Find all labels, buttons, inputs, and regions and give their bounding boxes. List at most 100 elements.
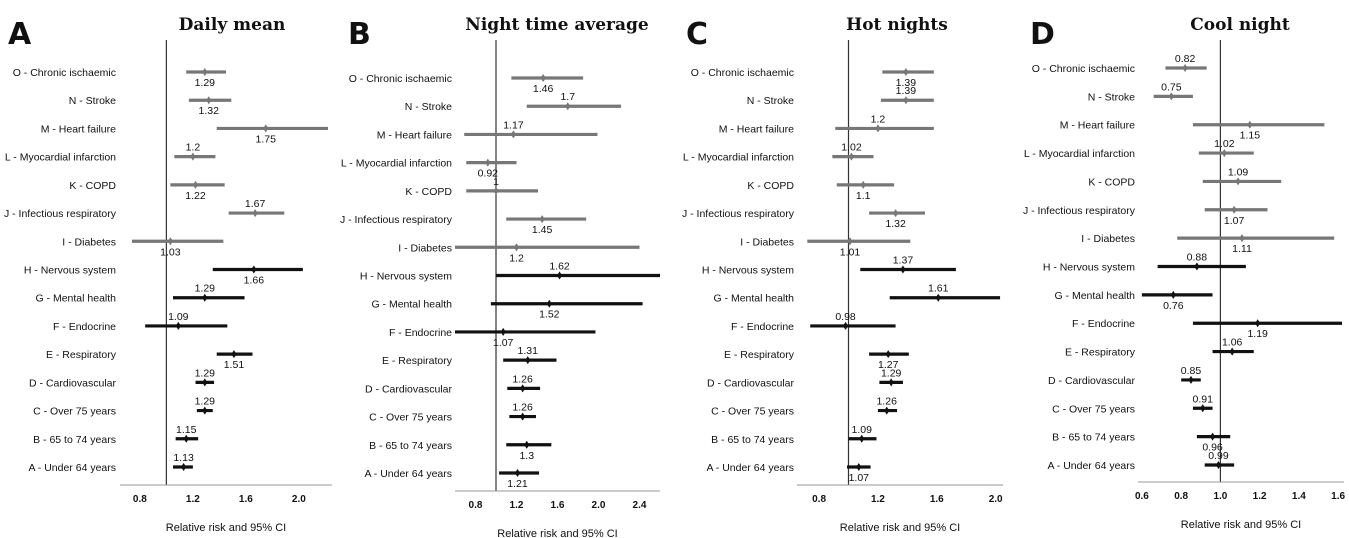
point-estimate-marker bbox=[192, 180, 199, 189]
point-estimate-marker bbox=[903, 68, 909, 76]
point-estimate-marker bbox=[1168, 92, 1174, 101]
point-estimate-marker bbox=[1182, 64, 1188, 72]
value-label: 1.17 bbox=[503, 119, 524, 131]
category-label: E - Respiratory bbox=[46, 349, 117, 361]
panel-letter: A bbox=[8, 17, 32, 52]
panel-title: Night time average bbox=[465, 15, 649, 35]
x-tick-label: 1.0 bbox=[1213, 491, 1227, 502]
category-label: N - Stroke bbox=[69, 95, 116, 107]
value-label: 0.92 bbox=[478, 168, 499, 180]
point-estimate-marker bbox=[539, 215, 545, 224]
point-estimate-marker bbox=[520, 384, 526, 393]
value-label: 1.7 bbox=[560, 91, 575, 103]
panel-letter: B bbox=[348, 17, 371, 52]
category-label: M - Heart failure bbox=[719, 123, 794, 135]
value-label: 0.76 bbox=[1163, 300, 1184, 312]
point-estimate-marker bbox=[500, 327, 506, 336]
value-label: 1.29 bbox=[195, 283, 216, 295]
point-estimate-marker bbox=[1221, 149, 1227, 158]
point-estimate-marker bbox=[190, 152, 196, 161]
category-label: G - Mental health bbox=[35, 293, 116, 305]
category-label: I - Diabetes bbox=[398, 242, 452, 254]
x-tick-label: 0.6 bbox=[1135, 491, 1149, 502]
category-label: E - Respiratory bbox=[1065, 347, 1136, 359]
value-label: 1.15 bbox=[176, 424, 197, 436]
category-label: D - Cardiovascular bbox=[707, 377, 794, 389]
point-estimate-marker bbox=[493, 186, 499, 195]
category-label: M - Heart failure bbox=[1060, 120, 1135, 132]
point-estimate-marker bbox=[524, 440, 530, 449]
x-tick-label: 0.8 bbox=[812, 494, 826, 505]
point-estimate-marker bbox=[1170, 290, 1176, 299]
value-label: 0.75 bbox=[1161, 81, 1182, 93]
x-tick-label: 1.6 bbox=[930, 494, 944, 505]
point-estimate-marker bbox=[565, 102, 571, 111]
value-label: 1.51 bbox=[224, 359, 245, 371]
point-estimate-marker bbox=[848, 152, 855, 161]
panel-letter: C bbox=[686, 17, 708, 52]
x-tick-label: 0.8 bbox=[469, 500, 483, 511]
value-label: 1.09 bbox=[1228, 166, 1249, 178]
category-label: F - Endocrine bbox=[1072, 318, 1135, 330]
point-estimate-marker bbox=[510, 130, 517, 139]
point-estimate-marker bbox=[1194, 262, 1200, 271]
category-label: L - Myocardial infarction bbox=[683, 152, 794, 164]
point-estimate-marker bbox=[231, 350, 237, 359]
category-label: I - Diabetes bbox=[740, 236, 794, 248]
category-label: C - Over 75 years bbox=[1052, 403, 1135, 415]
category-label: H - Nervous system bbox=[1043, 262, 1135, 274]
value-label: 1.09 bbox=[168, 311, 189, 323]
category-label: F - Endocrine bbox=[731, 321, 794, 333]
value-label: 1.66 bbox=[244, 275, 265, 287]
value-label: 1.06 bbox=[1222, 337, 1243, 349]
x-axis-title: Relative risk and 95% CI bbox=[840, 522, 960, 534]
point-estimate-marker bbox=[252, 209, 258, 218]
point-estimate-marker bbox=[556, 271, 563, 280]
panel-letter: D bbox=[1030, 17, 1055, 52]
value-label: 1.07 bbox=[849, 472, 870, 484]
value-label: 1.03 bbox=[160, 246, 181, 258]
value-label: 0.82 bbox=[1175, 53, 1196, 65]
point-estimate-marker bbox=[202, 293, 208, 302]
value-label: 0.85 bbox=[1181, 365, 1202, 377]
value-label: 1.61 bbox=[928, 283, 949, 295]
point-estimate-marker bbox=[202, 406, 208, 415]
value-label: 0.96 bbox=[1202, 442, 1223, 454]
value-label: 1.13 bbox=[173, 452, 194, 464]
value-label: 1.62 bbox=[549, 261, 570, 273]
point-estimate-marker bbox=[514, 469, 521, 477]
category-label: K - COPD bbox=[405, 186, 452, 198]
category-label: D - Cardiovascular bbox=[365, 383, 452, 395]
x-tick-label: 2.0 bbox=[292, 494, 306, 505]
value-label: 1.27 bbox=[878, 359, 899, 371]
x-tick-label: 0.8 bbox=[1174, 491, 1188, 502]
x-axis-title: Relative risk and 95% CI bbox=[497, 528, 617, 538]
point-estimate-marker bbox=[263, 124, 269, 133]
point-estimate-marker bbox=[251, 265, 257, 274]
panel-title: Daily mean bbox=[179, 15, 286, 35]
value-label: 0.98 bbox=[835, 311, 856, 323]
value-label: 1.22 bbox=[185, 190, 206, 202]
point-estimate-marker bbox=[859, 434, 865, 443]
category-label: E - Respiratory bbox=[382, 355, 453, 367]
category-label: A - Under 64 years bbox=[28, 462, 116, 474]
point-estimate-marker bbox=[1200, 404, 1206, 413]
point-estimate-marker bbox=[175, 321, 181, 330]
category-label: G - Mental health bbox=[1054, 290, 1135, 302]
point-estimate-marker bbox=[202, 68, 208, 76]
value-label: 1.2 bbox=[509, 252, 524, 264]
point-estimate-marker bbox=[546, 299, 552, 308]
category-label: J - Infectious respiratory bbox=[1023, 205, 1136, 217]
value-label: 1.3 bbox=[519, 450, 534, 462]
value-label: 1 bbox=[493, 176, 499, 188]
value-label: 1.32 bbox=[199, 105, 220, 117]
value-label: 1.11 bbox=[1232, 243, 1252, 255]
value-label: 1.39 bbox=[896, 77, 917, 89]
point-estimate-marker bbox=[1239, 234, 1245, 243]
point-estimate-marker bbox=[167, 237, 173, 246]
category-label: N - Stroke bbox=[1088, 91, 1135, 103]
point-estimate-marker bbox=[1255, 319, 1261, 328]
category-label: F - Endocrine bbox=[53, 321, 116, 333]
category-label: O - Chronic ischaemic bbox=[1032, 63, 1135, 75]
point-estimate-marker bbox=[856, 463, 862, 471]
